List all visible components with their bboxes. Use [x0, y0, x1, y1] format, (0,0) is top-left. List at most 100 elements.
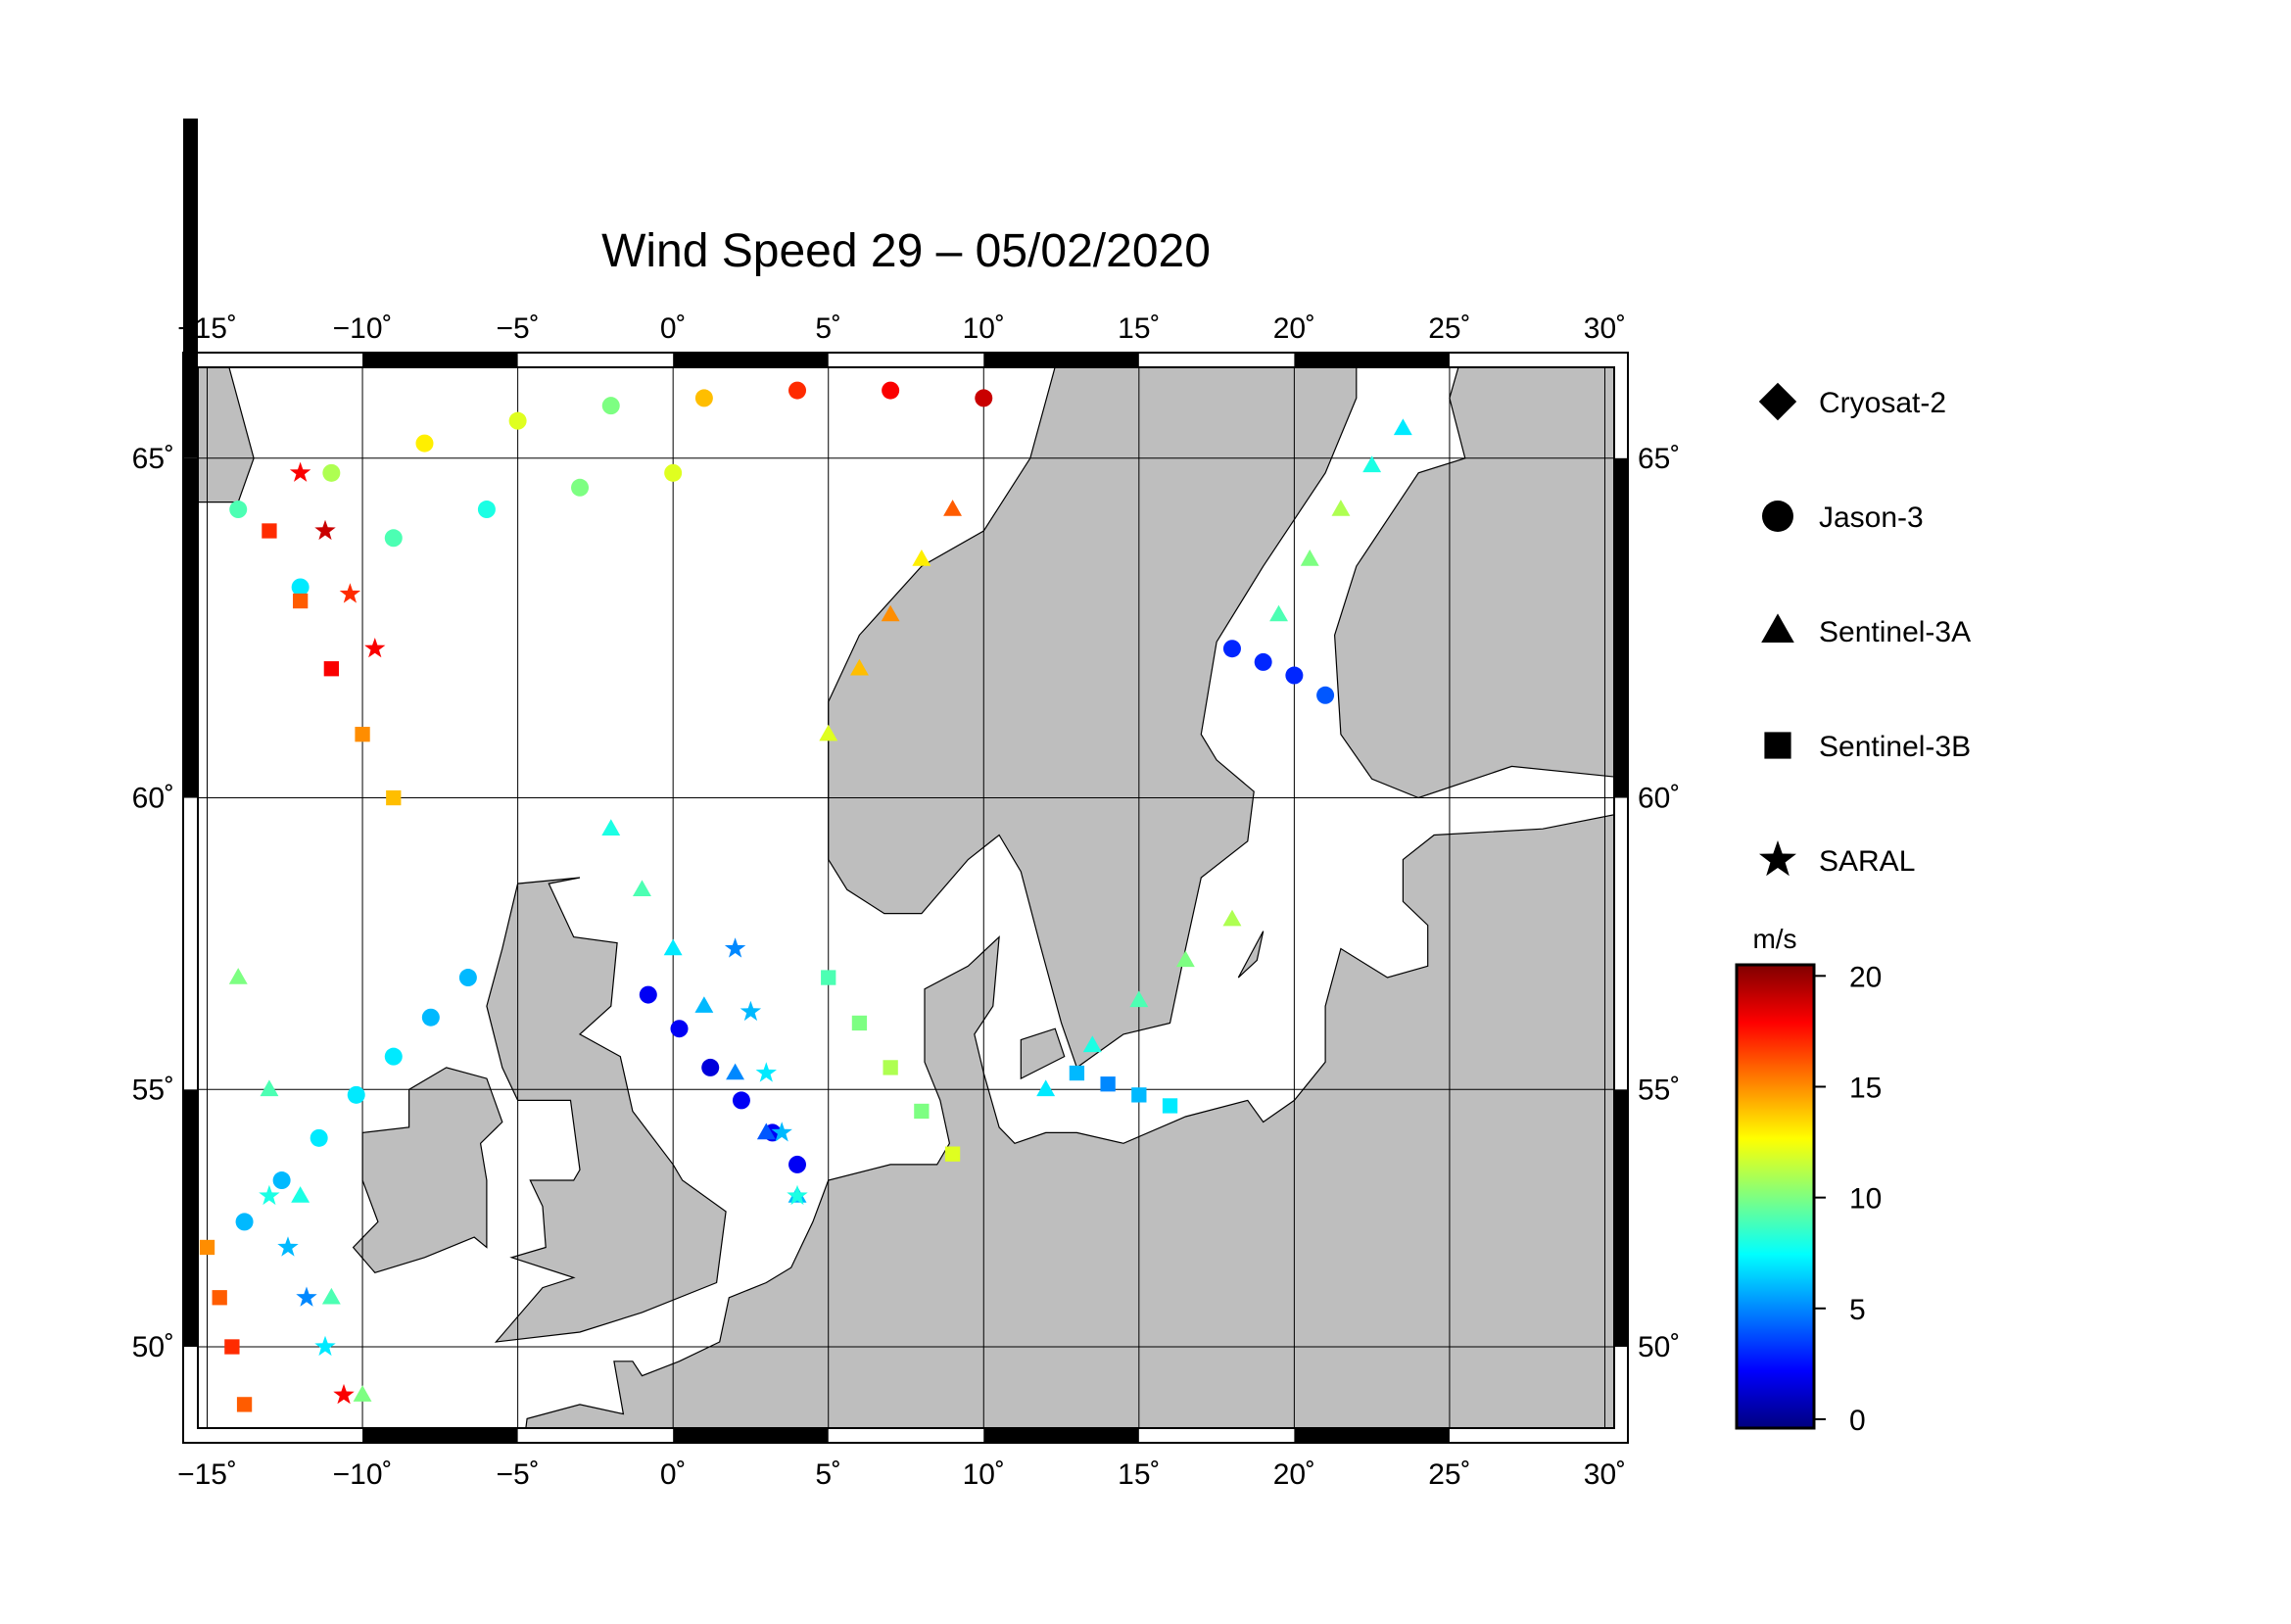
observation — [1100, 1076, 1116, 1092]
observation — [1254, 652, 1272, 671]
y-tick-label: 55˚ — [132, 1074, 174, 1106]
frame-bar — [1294, 353, 1450, 367]
legend-label: Sentinel-3B — [1819, 731, 1971, 763]
observation — [944, 1146, 961, 1162]
frame-bar — [362, 1428, 518, 1443]
graticule — [198, 367, 1614, 1428]
legend-marker — [1759, 840, 1796, 877]
observation — [732, 1091, 750, 1110]
observation — [458, 969, 477, 987]
land — [198, 367, 1614, 1428]
observation — [756, 1122, 776, 1140]
observation — [943, 500, 962, 516]
frame-bar — [983, 1428, 1139, 1443]
x-tick-label: 5˚ — [815, 312, 841, 345]
observation — [224, 1339, 240, 1355]
observation — [1362, 455, 1382, 473]
observations — [199, 381, 1412, 1412]
observation — [694, 996, 714, 1013]
y-tick-label: 50˚ — [132, 1331, 174, 1363]
observation — [787, 1184, 808, 1206]
colorbar-tick-label: 0 — [1849, 1405, 1866, 1437]
observation — [882, 381, 900, 400]
observation — [724, 937, 746, 958]
observation — [296, 1286, 317, 1307]
frame-bar — [1294, 1428, 1450, 1443]
y-tick-label: 50˚ — [1638, 1331, 1680, 1363]
x-tick-label: −5˚ — [497, 1458, 540, 1491]
observation — [851, 1015, 868, 1031]
x-tick-label: 20˚ — [1273, 312, 1315, 345]
landmass — [1237, 931, 1265, 979]
frame-bar — [1614, 1089, 1629, 1347]
x-tick-label: 0˚ — [660, 1458, 687, 1491]
y-tick-label: 55˚ — [1638, 1074, 1680, 1106]
x-tick-label: 30˚ — [1584, 312, 1626, 345]
observation — [260, 1079, 279, 1097]
observation — [199, 1239, 215, 1256]
y-tick-label: 65˚ — [132, 443, 174, 475]
observation — [421, 1008, 440, 1027]
observation — [601, 397, 620, 415]
legend-label: SARAL — [1819, 845, 1915, 878]
observation — [229, 501, 248, 519]
observation — [1162, 1098, 1178, 1114]
observation — [386, 789, 402, 806]
observation — [701, 1058, 720, 1076]
observation — [788, 1155, 807, 1173]
observation — [1331, 500, 1351, 516]
observation — [740, 1000, 762, 1022]
landmass — [198, 367, 255, 503]
observation — [277, 1236, 299, 1257]
observation — [633, 880, 651, 896]
x-tick-label: 0˚ — [660, 312, 687, 345]
landmass — [1020, 1027, 1066, 1080]
x-tick-label: −15˚ — [177, 1458, 237, 1491]
observation — [364, 638, 386, 658]
observation — [1069, 1065, 1085, 1081]
colorbar-tick-label: 5 — [1849, 1294, 1866, 1326]
y-tick-label: 60˚ — [1638, 783, 1680, 815]
colorbar-tick-label: 20 — [1849, 961, 1882, 993]
landmass — [486, 877, 727, 1343]
landmass — [525, 814, 1614, 1428]
observation — [291, 1186, 310, 1203]
x-tick-label: 10˚ — [963, 1458, 1005, 1491]
observation — [353, 1385, 372, 1402]
observation — [1316, 686, 1335, 704]
colorbar-tick-label: 15 — [1849, 1072, 1882, 1104]
observation — [347, 1085, 365, 1104]
colorbar-tick-label: 10 — [1849, 1183, 1882, 1216]
observation — [228, 968, 248, 984]
observation — [975, 389, 993, 407]
observation — [850, 658, 869, 676]
observation — [1393, 418, 1412, 436]
observation — [235, 1213, 254, 1231]
observation — [323, 661, 340, 677]
frame-bar — [673, 353, 829, 367]
frame-bar — [983, 353, 1139, 367]
observation — [259, 1184, 280, 1206]
observation — [664, 463, 683, 482]
observation — [262, 523, 277, 539]
observation — [1222, 909, 1242, 927]
map-border — [197, 366, 1615, 1429]
frame-bar — [673, 1428, 829, 1443]
observation — [663, 938, 683, 956]
observation — [1131, 1087, 1147, 1103]
x-tick-label: 20˚ — [1273, 1458, 1315, 1491]
observation — [883, 1060, 898, 1075]
observation — [212, 1290, 227, 1306]
observation — [384, 1047, 403, 1066]
observation — [272, 1171, 291, 1190]
frame-bar — [183, 1089, 198, 1347]
y-tick-label: 65˚ — [1638, 443, 1680, 475]
observation — [571, 478, 590, 497]
observation — [819, 724, 838, 741]
legend-label: Sentinel-3A — [1819, 616, 1971, 648]
observation — [291, 578, 310, 597]
observation — [1300, 549, 1319, 566]
x-tick-label: −10˚ — [333, 1458, 393, 1491]
observation — [755, 1062, 777, 1082]
x-tick-label: −15˚ — [177, 312, 237, 345]
